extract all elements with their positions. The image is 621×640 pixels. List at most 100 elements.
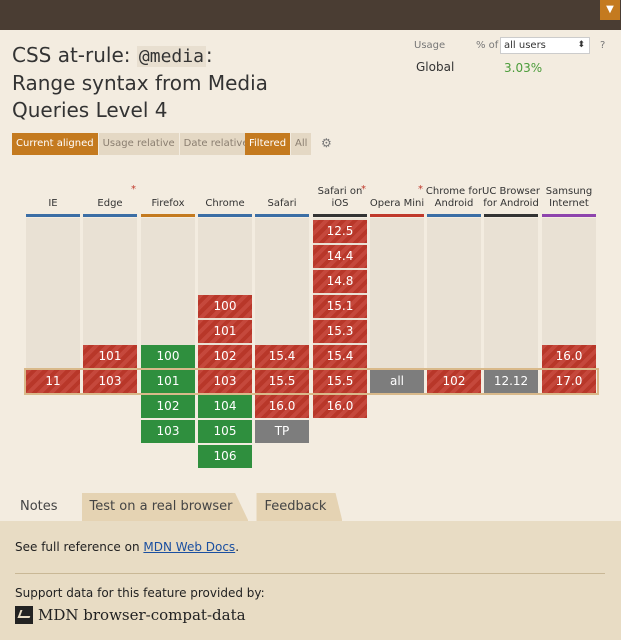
browser-column-bg <box>26 218 80 368</box>
support-text: Support data for this feature provided b… <box>15 586 265 600</box>
version-cell[interactable]: 14.8 <box>313 270 367 293</box>
browser-color-bar <box>313 214 367 217</box>
browser-header: Firefox <box>139 160 197 214</box>
version-cell[interactable]: 16.0 <box>255 395 309 418</box>
version-cell[interactable]: 16.0 <box>542 345 596 368</box>
browser-color-bar <box>370 214 424 217</box>
browser-name: Opera Mini <box>369 198 425 209</box>
version-cell[interactable]: 100 <box>198 295 252 318</box>
browser-column-bg <box>542 218 596 368</box>
view-mode-group: Current aligned Usage relative Date rela… <box>12 133 253 155</box>
all-button[interactable]: All <box>291 133 312 155</box>
gear-icon[interactable]: ⚙ <box>321 136 332 150</box>
browser-name: UC Browser for Android <box>482 186 541 209</box>
version-cell[interactable]: 104 <box>198 395 252 418</box>
browser-color-bar <box>26 214 80 217</box>
filtered-button[interactable]: Filtered <box>245 133 291 155</box>
browser-color-bar <box>83 214 137 217</box>
filter-group: Filtered All <box>245 133 312 155</box>
global-value: 3.03% <box>504 61 543 75</box>
mdn-label: MDN browser-compat-data <box>38 606 246 624</box>
browser-name: Safari <box>267 198 297 209</box>
version-cell[interactable]: 101 <box>198 320 252 343</box>
usage-relative-button[interactable]: Usage relative <box>98 133 179 155</box>
version-cell[interactable]: 12.12 <box>484 370 538 393</box>
mdn-credit[interactable]: MDN browser-compat-data <box>15 606 246 624</box>
version-cell[interactable]: 103 <box>83 370 137 393</box>
select-arrow-icon: ⬍ <box>577 40 585 50</box>
date-relative-button[interactable]: Date relative <box>179 133 253 155</box>
browser-column-bg <box>83 218 137 368</box>
notes-panel: See full reference on MDN Web Docs. Supp… <box>0 521 621 640</box>
version-cell[interactable]: 14.4 <box>313 245 367 268</box>
version-cell[interactable]: 100 <box>141 345 195 368</box>
browser-color-bar <box>484 214 538 217</box>
browser-color-bar <box>141 214 195 217</box>
pct-of-label: % of <box>476 40 499 51</box>
version-cell[interactable]: 15.5 <box>313 370 367 393</box>
browser-column-bg <box>198 218 252 368</box>
version-cell[interactable]: 15.5 <box>255 370 309 393</box>
note-star-icon: * <box>418 184 423 195</box>
version-cell[interactable]: all <box>370 370 424 393</box>
version-cell[interactable]: 102 <box>141 395 195 418</box>
top-bar: ▼ <box>0 0 621 30</box>
version-cell[interactable]: 12.5 <box>313 220 367 243</box>
browser-column-bg <box>255 218 309 368</box>
browser-header: UC Browser for Android <box>482 160 540 214</box>
filter-icon[interactable]: ▼ <box>600 0 620 20</box>
divider <box>15 573 605 574</box>
browser-color-bar <box>198 214 252 217</box>
usage-label: Usage <box>414 40 446 51</box>
browser-header: IE <box>24 160 82 214</box>
reference-text: See full reference on MDN Web Docs. <box>15 540 240 554</box>
version-cell[interactable]: 102 <box>198 345 252 368</box>
version-cell[interactable]: 101 <box>83 345 137 368</box>
version-cell[interactable]: 15.3 <box>313 320 367 343</box>
version-cell[interactable]: 15.4 <box>313 345 367 368</box>
browser-name: Samsung Internet <box>545 186 593 209</box>
global-label: Global <box>416 60 455 74</box>
users-select[interactable]: all users ⬍ <box>500 37 590 54</box>
mdn-web-docs-link[interactable]: MDN Web Docs <box>143 540 236 554</box>
version-cell[interactable]: 103 <box>141 420 195 443</box>
version-cell[interactable]: TP <box>255 420 309 443</box>
version-cell[interactable]: 105 <box>198 420 252 443</box>
version-cell[interactable]: 15.4 <box>255 345 309 368</box>
browser-header: Samsung Internet <box>540 160 598 214</box>
tab-feedback[interactable]: Feedback <box>256 493 343 521</box>
browser-column-bg <box>427 218 481 368</box>
tab-test-real-browser[interactable]: Test on a real browser <box>81 493 249 521</box>
note-star-icon: * <box>131 184 136 195</box>
browser-name: Firefox <box>151 198 185 209</box>
note-star-icon: * <box>361 184 366 195</box>
version-cell[interactable]: 17.0 <box>542 370 596 393</box>
current-version-row <box>24 368 599 395</box>
browser-color-bar <box>427 214 481 217</box>
browser-name: Edge <box>97 198 123 209</box>
browser-color-bar <box>542 214 596 217</box>
browser-column-bg <box>313 218 367 368</box>
browser-name: Chrome <box>205 198 245 209</box>
browser-column-bg <box>370 218 424 368</box>
title-code: @media <box>136 46 206 67</box>
browser-column-bg <box>484 218 538 368</box>
mdn-logo-icon <box>15 606 33 624</box>
browser-name: IE <box>48 198 58 209</box>
browser-header: Edge <box>81 160 139 214</box>
version-cell[interactable]: 103 <box>198 370 252 393</box>
browser-column-bg <box>141 218 195 368</box>
tab-notes[interactable]: Notes <box>12 493 74 521</box>
current-aligned-button[interactable]: Current aligned <box>12 133 98 155</box>
version-cell[interactable]: 15.1 <box>313 295 367 318</box>
browser-header: Chrome <box>196 160 254 214</box>
browser-name: Safari on iOS <box>317 186 363 209</box>
help-icon[interactable]: ? <box>600 40 606 51</box>
browser-header: Safari <box>253 160 311 214</box>
version-cell[interactable]: 106 <box>198 445 252 468</box>
browser-name: Chrome for Android <box>425 186 483 209</box>
version-cell[interactable]: 102 <box>427 370 481 393</box>
version-cell[interactable]: 101 <box>141 370 195 393</box>
version-cell[interactable]: 11 <box>26 370 80 393</box>
version-cell[interactable]: 16.0 <box>313 395 367 418</box>
